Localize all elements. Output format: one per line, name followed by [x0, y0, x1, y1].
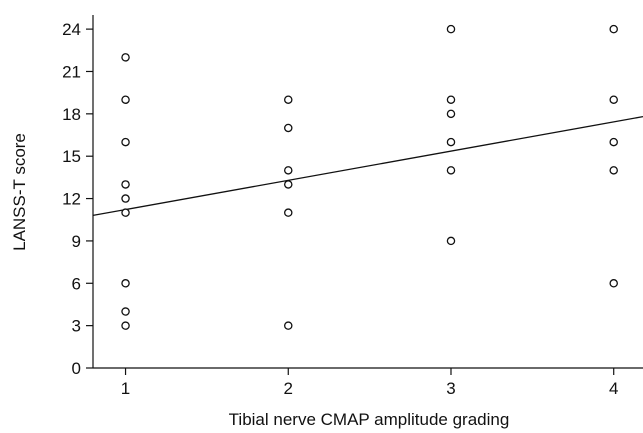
- data-point: [284, 321, 293, 330]
- x-tick-label: 1: [121, 379, 130, 398]
- data-point: [446, 166, 456, 175]
- y-tick-label: 15: [62, 147, 81, 166]
- y-tick-label: 3: [72, 317, 81, 336]
- y-tick-label: 12: [62, 190, 81, 209]
- data-point: [121, 194, 130, 203]
- trendline: [92, 115, 643, 217]
- data-point: [609, 279, 618, 288]
- y-tick-label: 9: [72, 232, 81, 251]
- data-point: [284, 208, 293, 217]
- x-tick-label: 4: [609, 379, 618, 398]
- data-point: [446, 137, 456, 147]
- x-axis-ticks: 1 2 3 4: [121, 368, 618, 398]
- data-point: [121, 307, 130, 316]
- data-point: [446, 95, 456, 104]
- y-tick-label: 0: [72, 359, 81, 378]
- x-tick-label: 3: [446, 379, 455, 398]
- data-point: [284, 180, 293, 189]
- data-point: [446, 236, 456, 246]
- y-axis-ticks: 0 3 6 9 12 15 18 21 24: [62, 20, 93, 378]
- data-point: [609, 137, 618, 147]
- plot-area: [92, 15, 643, 369]
- data-point: [609, 24, 618, 34]
- data-point: [121, 180, 130, 189]
- data-point: [609, 166, 618, 175]
- y-axis-title: LANSS-T score: [10, 133, 29, 251]
- trendline-group: [92, 115, 643, 217]
- y-tick-label: 21: [62, 62, 81, 81]
- x-tick-label: 2: [284, 379, 293, 398]
- data-point: [121, 208, 130, 217]
- y-tick-label: 18: [62, 105, 81, 124]
- x-axis-title: Tibial nerve CMAP amplitude grading: [229, 410, 510, 429]
- data-point: [446, 24, 456, 34]
- data-point: [284, 95, 293, 104]
- y-tick-label: 6: [72, 274, 81, 293]
- data-point: [121, 137, 130, 147]
- data-point: [446, 109, 456, 119]
- data-point: [121, 279, 130, 288]
- data-point: [121, 95, 130, 104]
- data-point: [284, 123, 293, 133]
- data-point: [609, 95, 618, 104]
- data-point: [284, 166, 293, 175]
- data-points: [121, 24, 618, 330]
- data-point: [121, 53, 130, 62]
- data-point: [121, 321, 130, 330]
- y-tick-label: 24: [62, 20, 81, 39]
